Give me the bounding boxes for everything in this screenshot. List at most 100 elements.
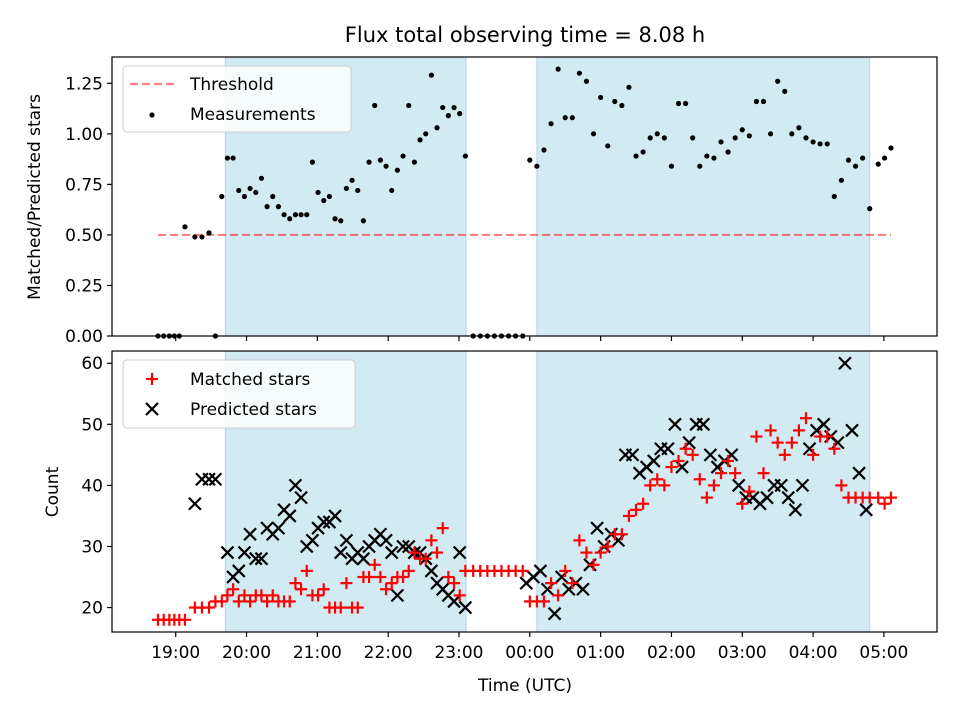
matched-star-point — [835, 479, 848, 492]
matched-star-point — [630, 503, 643, 516]
measurement-point — [224, 155, 231, 161]
measurement-point — [247, 185, 253, 192]
measurement-point — [534, 163, 540, 169]
measurement-point — [462, 153, 468, 159]
bottom-y-tick-label: 60 — [81, 354, 103, 374]
predicted-star-point — [625, 448, 640, 462]
matched-star-point — [693, 473, 706, 486]
predicted-star-point — [243, 527, 257, 542]
measurement-point — [647, 135, 653, 141]
matched-star-point — [707, 479, 720, 492]
predicted-star-point — [859, 503, 873, 517]
measurement-point — [360, 218, 366, 224]
matched-star-point — [736, 497, 749, 510]
legend-predicted-label: Predicted stars — [190, 400, 317, 420]
matched-star-point — [559, 564, 572, 577]
matched-star-point — [622, 509, 635, 522]
matched-star-point — [368, 558, 381, 571]
predicted-star-point — [384, 545, 399, 560]
measurement-point — [675, 100, 682, 107]
measurement-point — [746, 133, 752, 139]
predicted-star-point — [237, 545, 252, 560]
measurement-point — [315, 189, 321, 196]
predicted-star-point — [533, 564, 548, 578]
predicted-star-point — [220, 545, 235, 560]
matched-star-point — [615, 528, 628, 541]
bottom-shaded-interval — [536, 350, 871, 633]
measurement-point — [569, 115, 575, 121]
x-tick-label: 01:00 — [576, 643, 625, 663]
measurement-point — [760, 98, 767, 105]
matched-star-point — [566, 577, 579, 590]
measurement-point — [434, 125, 440, 131]
measurement-point — [389, 187, 395, 194]
measurement-point — [394, 167, 400, 173]
measurement-point — [423, 131, 429, 137]
measurement-point — [555, 66, 561, 72]
measurement-point — [845, 157, 852, 163]
legend-threshold-label: Threshold — [189, 75, 274, 95]
measurement-point — [867, 206, 873, 212]
bottom-y-tick-label: 40 — [81, 476, 103, 496]
measurement-point — [590, 131, 597, 137]
legend-predicted-swatch — [145, 402, 159, 416]
legend-measurement-swatch — [149, 112, 155, 118]
measurement-point — [527, 157, 533, 163]
predicted-star-point — [547, 606, 562, 621]
measurement-point — [309, 159, 316, 165]
matched-star-point — [750, 430, 763, 443]
measurement-point — [372, 102, 378, 109]
matched-star-point — [884, 491, 897, 504]
matched-star-point — [238, 589, 251, 602]
measurement-point — [576, 70, 582, 76]
predicted-star-point — [208, 472, 223, 487]
measurement-point — [753, 98, 760, 105]
measurement-point — [718, 139, 724, 145]
measurement-point — [860, 155, 866, 161]
figure-title: Flux total observing time = 8.08 h — [345, 23, 705, 47]
measurement-point — [400, 153, 406, 159]
measurement-point — [182, 224, 188, 230]
predicted-star-point — [774, 478, 788, 493]
predicted-star-point — [447, 594, 461, 609]
matched-star-point — [317, 583, 330, 596]
matched-star-point — [203, 601, 216, 614]
predicted-star-point — [356, 551, 371, 566]
matched-star-point — [537, 595, 550, 608]
matched-star-point — [425, 534, 438, 547]
predicted-star-point — [188, 496, 202, 511]
measurement-point — [711, 155, 717, 161]
measurement-point — [633, 153, 639, 159]
predicted-star-point — [452, 545, 467, 560]
matched-star-point — [178, 613, 191, 626]
predicted-star-point — [760, 490, 774, 505]
matched-star-point — [764, 424, 777, 437]
predicted-star-point — [788, 503, 803, 517]
matched-star-point — [436, 522, 449, 535]
measurement-point — [355, 187, 361, 194]
measurement-point — [298, 212, 304, 218]
predicted-star-point — [703, 448, 718, 462]
predicted-star-point — [202, 472, 216, 487]
bottom-legend: Matched stars Predicted stars — [122, 359, 356, 429]
top-y-tick-label: 0.75 — [65, 175, 103, 195]
x-tick-label: 21:00 — [293, 643, 342, 663]
matched-star-point — [679, 442, 692, 455]
legend-matched-label: Matched stars — [190, 370, 310, 390]
predicted-star-point — [339, 533, 354, 548]
predicted-star-point — [661, 441, 675, 456]
matched-star-point — [227, 583, 240, 596]
measurement-point — [321, 197, 327, 204]
x-tick-label: 23:00 — [434, 643, 483, 663]
measurement-point — [281, 212, 287, 218]
top-y-tick-label: 0.00 — [65, 327, 103, 347]
matched-star-point — [380, 583, 393, 596]
top-axes: 0.00 0.25 0.50 0.75 1.00 1.25 Matched/Predict… — [25, 56, 938, 347]
predicted-star-point — [333, 545, 348, 560]
predicted-star-point — [852, 466, 866, 480]
x-axis-label: Time (UTC) — [477, 676, 572, 696]
matched-star-point — [580, 546, 593, 559]
measurement-point — [803, 135, 809, 141]
measurement-point — [683, 100, 689, 107]
measurement-point — [258, 175, 265, 181]
